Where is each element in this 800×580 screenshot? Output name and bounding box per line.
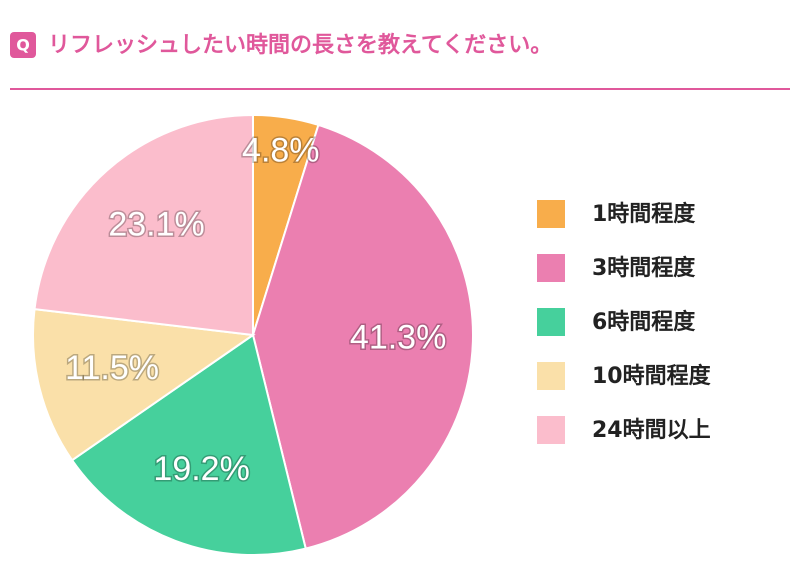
legend-label: 1時間程度: [592, 201, 696, 227]
data-label: 11.5%: [65, 349, 159, 387]
pie-slice: [70, 333, 307, 556]
legend-swatch: [537, 362, 565, 390]
legend-label: 3時間程度: [592, 255, 696, 281]
legend-swatch: [537, 200, 565, 228]
data-label: 23.1%: [108, 205, 204, 243]
chart-title: リフレッシュしたい時間の長さを教えてください。: [48, 32, 552, 58]
pie-slice: [32, 308, 256, 462]
pie-slice: [33, 113, 254, 337]
legend-label: 10時間程度: [592, 363, 712, 389]
legend-label: 6時間程度: [592, 309, 696, 335]
legend-swatch: [537, 308, 565, 336]
data-label: 4.8%: [242, 131, 320, 169]
data-label: 41.3%: [350, 318, 446, 356]
title-badge: Q: [16, 36, 30, 55]
legend-label: 24時間以上: [592, 418, 711, 443]
data-label: 19.2%: [153, 450, 249, 488]
title-badge-bg: [10, 32, 36, 58]
pie-slice: [251, 123, 474, 550]
legend-swatch: [537, 416, 565, 444]
legend-swatch: [537, 254, 565, 282]
